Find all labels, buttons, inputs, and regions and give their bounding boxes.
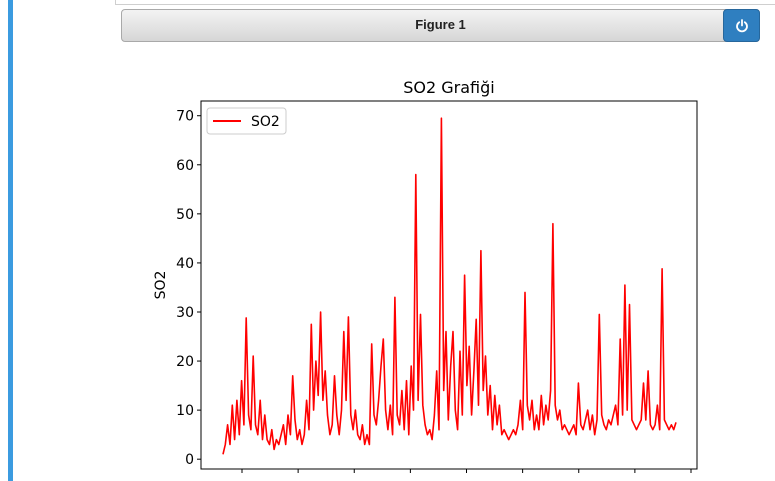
y-tick-label: 40: [176, 256, 194, 272]
figure-title: Figure 1: [415, 17, 466, 32]
left-accent-bar: [8, 0, 13, 481]
figure-header: Figure 1: [121, 9, 760, 42]
y-tick-label: 50: [176, 207, 194, 223]
y-tick-label: 10: [176, 403, 194, 419]
power-icon: [736, 19, 748, 33]
y-tick-label: 60: [176, 158, 194, 174]
legend-label-so2: SO2: [251, 114, 280, 130]
chart-title: SO2 Grafiği: [403, 78, 494, 97]
top-divider: [115, 0, 775, 5]
y-tick-label: 70: [176, 109, 194, 125]
legend-box: [206, 107, 287, 135]
close-figure-button[interactable]: [723, 9, 760, 42]
y-tick-label: 20: [176, 354, 194, 370]
y-axis-label: SO2: [153, 271, 169, 300]
series-line-so2: [222, 117, 677, 455]
y-tick-label: 30: [176, 305, 194, 321]
y-tick-label: 0: [185, 452, 194, 468]
